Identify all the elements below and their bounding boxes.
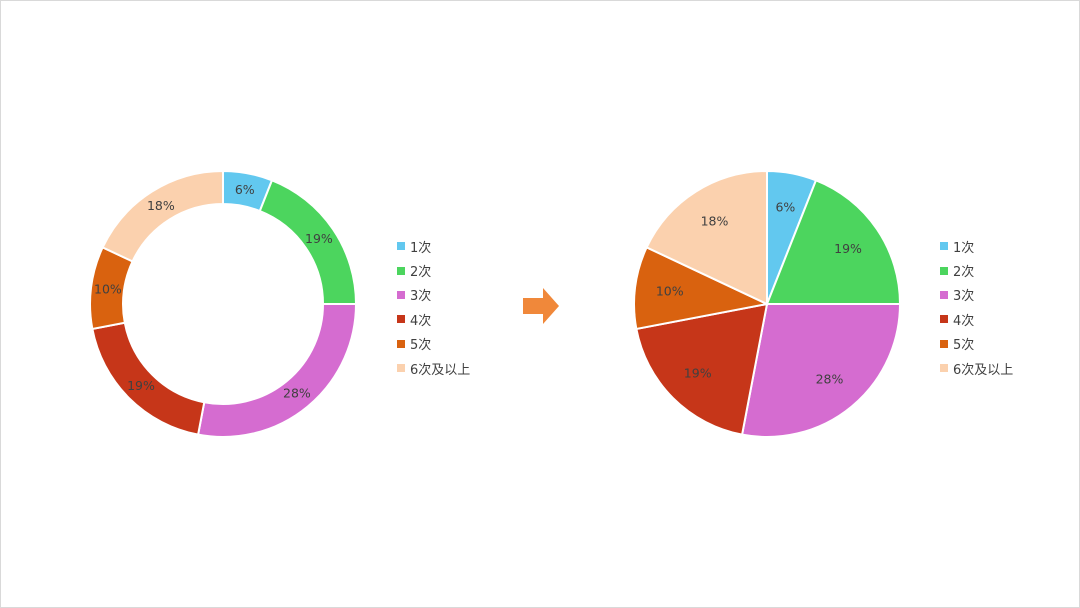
chart0-slice-label-5: 10% [94, 281, 122, 296]
chart1-legend-label-5: 5次 [953, 338, 975, 354]
chart0-slice-label-2: 19% [305, 231, 333, 246]
chart1-legend-swatch-1 [940, 242, 948, 251]
chart1-legend-label-2: 2次 [953, 265, 975, 281]
chart0-legend-label-3: 3次 [410, 289, 432, 305]
chart0-legend-label-5: 5次 [410, 338, 432, 354]
chart1-legend-item-1: 1次 [940, 234, 1013, 258]
chart0-legend-item-1: 1次 [397, 234, 470, 258]
chart1-legend-swatch-4 [940, 315, 948, 324]
chart0-legend-label-6: 6次及以上 [410, 362, 471, 378]
chart0-legend-item-2: 2次 [397, 258, 470, 282]
chart1-legend-label-3: 3次 [953, 289, 975, 305]
chart1-slice-4 [635, 302, 769, 436]
chart0-legend-swatch-5 [397, 339, 405, 348]
chart0-legend-swatch-6 [397, 364, 405, 373]
chart0-slice-label-6: 18% [147, 198, 175, 213]
chart1-slice-label-6: 18% [701, 213, 729, 228]
chart1-slice-label-3: 28% [816, 372, 844, 387]
chart1-legend-item-2: 2次 [940, 258, 1013, 282]
chart0-slice-label-4: 19% [127, 378, 155, 393]
chart1-legend-label-4: 4次 [953, 313, 975, 329]
pie-legend: 1次 2次 3次 4次 5次 6次及以上 [940, 234, 1013, 380]
chart0-legend-label-1: 1次 [410, 240, 432, 256]
chart0-legend-swatch-3 [397, 290, 405, 299]
pie-chart: 6% 19% 28% 19% 10% 18% [633, 169, 902, 438]
chart0-legend-item-4: 4次 [397, 307, 470, 331]
chart1-legend-label-6: 6次及以上 [953, 362, 1014, 378]
chart1-slice-3 [740, 303, 902, 438]
chart0-legend-label-4: 4次 [410, 313, 432, 329]
chart0-slice-3 [196, 303, 358, 438]
chart1-slice-label-4: 19% [684, 365, 712, 380]
chart1-legend-item-4: 4次 [940, 307, 1013, 331]
chart0-slice-label-3: 28% [283, 385, 311, 400]
chart0-slice-label-1: 6% [235, 182, 255, 197]
chart1-slice-5 [633, 246, 771, 331]
chart0-legend-swatch-1 [397, 242, 405, 251]
chart1-legend-item-6: 6次及以上 [940, 356, 1013, 380]
chart0-legend-item-3: 3次 [397, 283, 470, 307]
chart1-slice-label-5: 10% [656, 284, 684, 299]
chart1-slice-6 [645, 169, 768, 306]
chart0-legend-swatch-4 [397, 315, 405, 324]
chart0-legend-item-5: 5次 [397, 332, 470, 356]
chart1-legend-swatch-2 [940, 266, 948, 275]
chart0-legend-swatch-2 [397, 266, 405, 275]
chart1-slice-label-1: 6% [775, 200, 795, 215]
donut-legend: 1次 2次 3次 4次 5次 6次及以上 [397, 234, 470, 380]
chart1-legend-item-5: 5次 [940, 332, 1013, 356]
chart1-slice-2 [765, 179, 902, 305]
donut-chart: 6% 19% 28% 19% 10% 18% [89, 169, 358, 438]
chart1-slice-label-2: 19% [834, 241, 862, 256]
chart1-legend-swatch-6 [940, 364, 948, 373]
chart1-legend-swatch-5 [940, 339, 948, 348]
right-arrow-icon [523, 288, 559, 324]
chart0-legend-label-2: 2次 [410, 265, 432, 281]
chart0-slice-6 [101, 169, 224, 263]
chart1-legend-item-3: 3次 [940, 283, 1013, 307]
chart1-legend-label-1: 1次 [953, 240, 975, 256]
chart0-legend-item-6: 6次及以上 [397, 356, 470, 380]
chart1-legend-swatch-3 [940, 290, 948, 299]
